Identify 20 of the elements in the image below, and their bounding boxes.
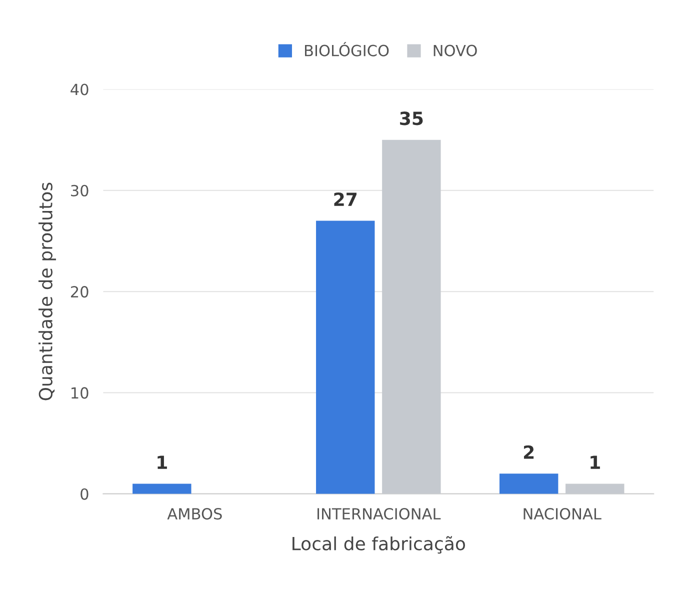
data-label: 1 [590,456,600,469]
y-tick-label: 30 [71,184,88,196]
x-tick-label: AMBOS [167,508,222,520]
data-label: 2 [524,445,534,459]
data-label: 1 [158,456,167,469]
y-tick-label: 10 [72,387,88,399]
bar [316,220,375,494]
bar [132,484,192,494]
x-axis-title: Local de fabricação [292,536,466,554]
x-tick-label: INTERNACIONAL [318,508,441,520]
bar [499,474,558,494]
x-tick-label: NACIONAL [524,508,602,520]
legend-label: BIOLÓGICO [305,42,389,56]
data-label: 27 [334,192,357,206]
y-tick-label: 0 [80,488,88,500]
y-tick-label: 40 [70,84,88,96]
data-label: 35 [400,112,423,126]
y-tick-label: 20 [70,286,88,298]
y-axis-title: Quantidade de produtos [38,182,56,400]
legend-label: NOVO [434,44,477,56]
